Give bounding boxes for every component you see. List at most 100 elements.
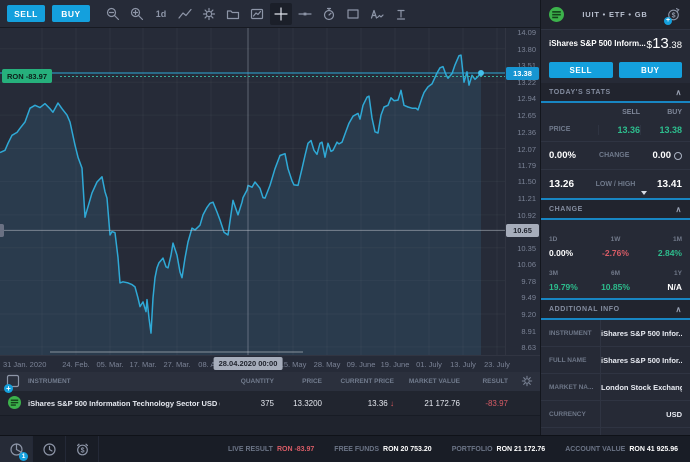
change-3m-value: 19.79% (549, 282, 578, 292)
col-price[interactable]: PRICE (302, 378, 322, 385)
portfolio-badge: 1 (19, 451, 28, 461)
y-axis-label: 9.49 (521, 293, 536, 302)
change-row: 0.00% CHANGE 0.00 (541, 142, 690, 170)
y-axis-label: 11.50 (517, 177, 536, 186)
price-alert-icon[interactable]: $ + (664, 7, 682, 25)
price-currency: $ (646, 39, 653, 51)
panel-buy-button[interactable]: BUY (618, 62, 682, 78)
col-sell-label: SELL (622, 109, 640, 116)
position-open-price: 13.3200 (293, 398, 322, 408)
saved-charts-folder-icon[interactable] (222, 3, 244, 25)
info-value: iShares S&P 500 Infor... (601, 355, 682, 365)
col-buy-label: BUY (667, 109, 682, 116)
y-axis-label: 8.91 (521, 327, 536, 336)
add-instrument-icon[interactable]: + (4, 374, 22, 393)
section-todays-stats[interactable]: TODAY'S STATS ∧ (541, 83, 690, 103)
sell-price-value: 13.36 (598, 124, 640, 135)
change-1d-label: 1D (549, 236, 558, 243)
info-row-isin: ISIN IE00B3WJKG14 (541, 428, 690, 435)
settings-gear-icon[interactable] (198, 3, 220, 25)
col-result[interactable]: RESULT (482, 378, 508, 385)
low-high-row: 13.26 LOW / HIGH 13.41 (541, 170, 690, 200)
x-axis-label: 28. May (313, 360, 341, 369)
col-market-value[interactable]: MARKET VALUE (408, 378, 460, 385)
y-axis-label: 8.63 (521, 343, 536, 352)
y-axis-label: 13.51 (517, 61, 536, 70)
position-current-price: 13.36 ↓ (367, 398, 394, 408)
change-value: 0.00 (652, 150, 672, 161)
price-dec: .38 (668, 39, 682, 51)
col-quantity[interactable]: QUANTITY (240, 378, 274, 385)
y-axis-label: 10.35 (517, 244, 536, 253)
time-axis[interactable]: 31 Jan. 2020 24. Feb. 05. Mar. 17. Mar. 27. … (0, 355, 540, 372)
table-settings-gear-icon[interactable] (514, 375, 540, 389)
annotation-tool-icon[interactable] (366, 3, 388, 25)
zoom-out-icon[interactable] (102, 3, 124, 25)
chart-type-icon[interactable] (174, 3, 196, 25)
interval-selector[interactable]: 1d (150, 3, 172, 25)
horizontal-line-tool-icon[interactable] (294, 3, 316, 25)
account-value-label: ACCOUNT VALUE (565, 445, 626, 453)
order-buttons: SELL BUY (541, 57, 690, 83)
price-row: PRICE 13.36 13.38 (541, 118, 690, 142)
info-value: London Stock Exchange (601, 382, 682, 392)
low-high-label: LOW / HIGH (595, 180, 636, 188)
currency-toggle-icon[interactable] (674, 151, 682, 160)
panel-sell-button[interactable]: SELL (549, 62, 613, 78)
zoom-in-icon[interactable] (126, 3, 148, 25)
position-quantity: 375 (260, 398, 274, 408)
info-label: FULL NAME (549, 347, 601, 373)
sell-button[interactable]: SELL (7, 5, 45, 22)
info-row-instrument: INSTRUMENT iShares S&P 500 Infor... (541, 320, 690, 347)
info-row-market-name: MARKET NA... London Stock Exchange (541, 374, 690, 401)
x-axis-label: 23. July (484, 360, 510, 369)
info-label: CURRENCY (549, 401, 601, 427)
horizontal-line-handle[interactable] (0, 224, 4, 237)
x-axis-label: 15. May (279, 360, 307, 369)
free-funds-label: FREE FUNDS (334, 445, 380, 453)
section-additional-info[interactable]: ADDITIONAL INFO ∧ (541, 300, 690, 320)
chart-window-icon[interactable] (246, 3, 268, 25)
col-instrument[interactable]: INSTRUMENT (28, 378, 71, 385)
x-axis-label: 08. Apr. (198, 360, 224, 369)
buy-button[interactable]: BUY (52, 5, 90, 22)
arrow-down-icon: ↓ (390, 398, 394, 408)
current-price-tag: 13.38 (506, 67, 539, 80)
info-row-full-name: FULL NAME iShares S&P 500 Infor... (541, 347, 690, 374)
free-funds-value: RON 20 753.20 (383, 445, 432, 453)
x-axis-label: 24. Feb. (62, 360, 90, 369)
chart-plot[interactable] (0, 28, 505, 355)
text-tool-icon[interactable] (390, 3, 412, 25)
x-axis-label: 17. Mar. (129, 360, 157, 369)
info-value: iShares S&P 500 Infor... (601, 328, 682, 338)
instrument-price: $13.38 (647, 35, 682, 53)
status-bar: 1 $ LIVE RESULT RON -83.97 FREE FUNDS RO… (0, 435, 690, 462)
change-1w-value: -2.76% (602, 248, 629, 258)
price-label: PRICE (549, 126, 571, 133)
x-axis-label: 01. July (416, 360, 442, 369)
change-3m-label: 3M (549, 270, 559, 277)
stopwatch-tool-icon[interactable] (318, 3, 340, 25)
price-axis[interactable]: 14.09 13.80 13.51 13.22 12.94 12.65 12.36 12.07… (505, 28, 540, 355)
section-change[interactable]: CHANGE ∧ (541, 200, 690, 220)
price-columns-header: SELL BUY (541, 103, 690, 118)
y-axis-label: 12.07 (517, 145, 536, 154)
position-row[interactable]: iShares S&P 500 Information Technology S… (0, 391, 540, 416)
portfolio-label: PORTFOLIO (451, 445, 493, 453)
price-alerts-icon[interactable]: $ (66, 435, 99, 462)
x-axis-label: 13. July (450, 360, 476, 369)
y-axis-label: 11.21 (517, 194, 536, 203)
instrument-panel: IUIT • ETF • GB $ + iShares S&P 500 Info… (540, 0, 690, 435)
col-current-price[interactable]: CURRENT PRICE (340, 378, 394, 385)
y-axis-label: 14.09 (517, 28, 536, 37)
rectangle-tool-icon[interactable] (342, 3, 364, 25)
portfolio-pie-icon[interactable]: 1 (0, 435, 33, 462)
position-name: iShares S&P 500 Information Technology S… (28, 398, 220, 408)
svg-text:$: $ (672, 12, 676, 19)
info-label: ISIN (549, 428, 601, 435)
crosshair-tool-icon[interactable] (270, 2, 292, 25)
change-percent: 0.00% (549, 150, 576, 161)
portfolio-value: RON 21 172.76 (496, 445, 546, 453)
history-clock-icon[interactable] (33, 435, 66, 462)
price-chart[interactable]: RON -83.97 14.09 13.80 13.51 13.22 12.94 12.6… (0, 28, 540, 372)
